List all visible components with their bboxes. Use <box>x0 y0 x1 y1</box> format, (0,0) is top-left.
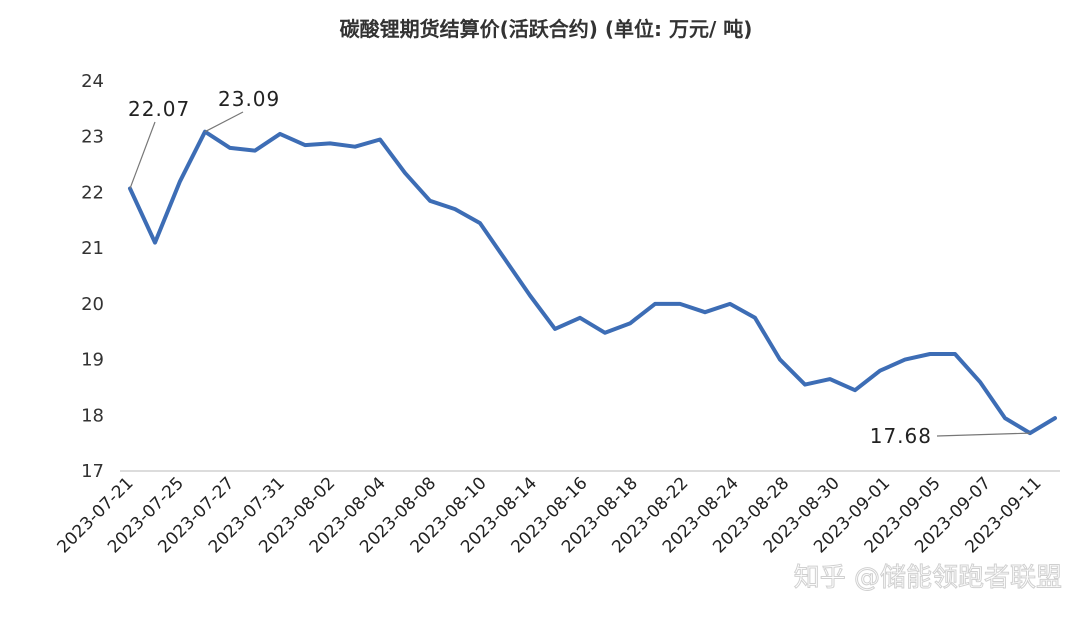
y-tick-label: 23 <box>81 127 104 148</box>
y-tick-label: 24 <box>81 71 104 92</box>
data-label: 23.09 <box>218 87 280 111</box>
series-line <box>128 129 1057 436</box>
y-axis: 17 18 19 20 21 22 23 24 <box>81 71 104 482</box>
annotation-layer: 22.07 23.09 17.68 <box>128 87 1031 448</box>
data-label: 17.68 <box>870 424 932 448</box>
y-tick-label: 20 <box>81 294 104 315</box>
chart-title: 碳酸锂期货结算价(活跃合约) (单位: 万元/ 吨) <box>340 17 753 41</box>
annotation-leader <box>936 432 1031 437</box>
y-tick-label: 21 <box>81 238 104 259</box>
y-tick-label: 22 <box>81 182 104 203</box>
data-label: 22.07 <box>128 97 190 121</box>
annotation-leader <box>129 121 156 189</box>
y-tick-label: 18 <box>81 405 104 426</box>
annotation-leader <box>204 111 244 133</box>
series-layer <box>128 129 1057 436</box>
y-tick-label: 17 <box>81 461 104 482</box>
y-tick-label: 19 <box>81 350 104 371</box>
watermark-text: 知乎 @储能领跑者联盟 <box>794 563 1062 593</box>
x-axis: 2023-07-212023-07-252023-07-272023-07-31… <box>54 473 1046 557</box>
